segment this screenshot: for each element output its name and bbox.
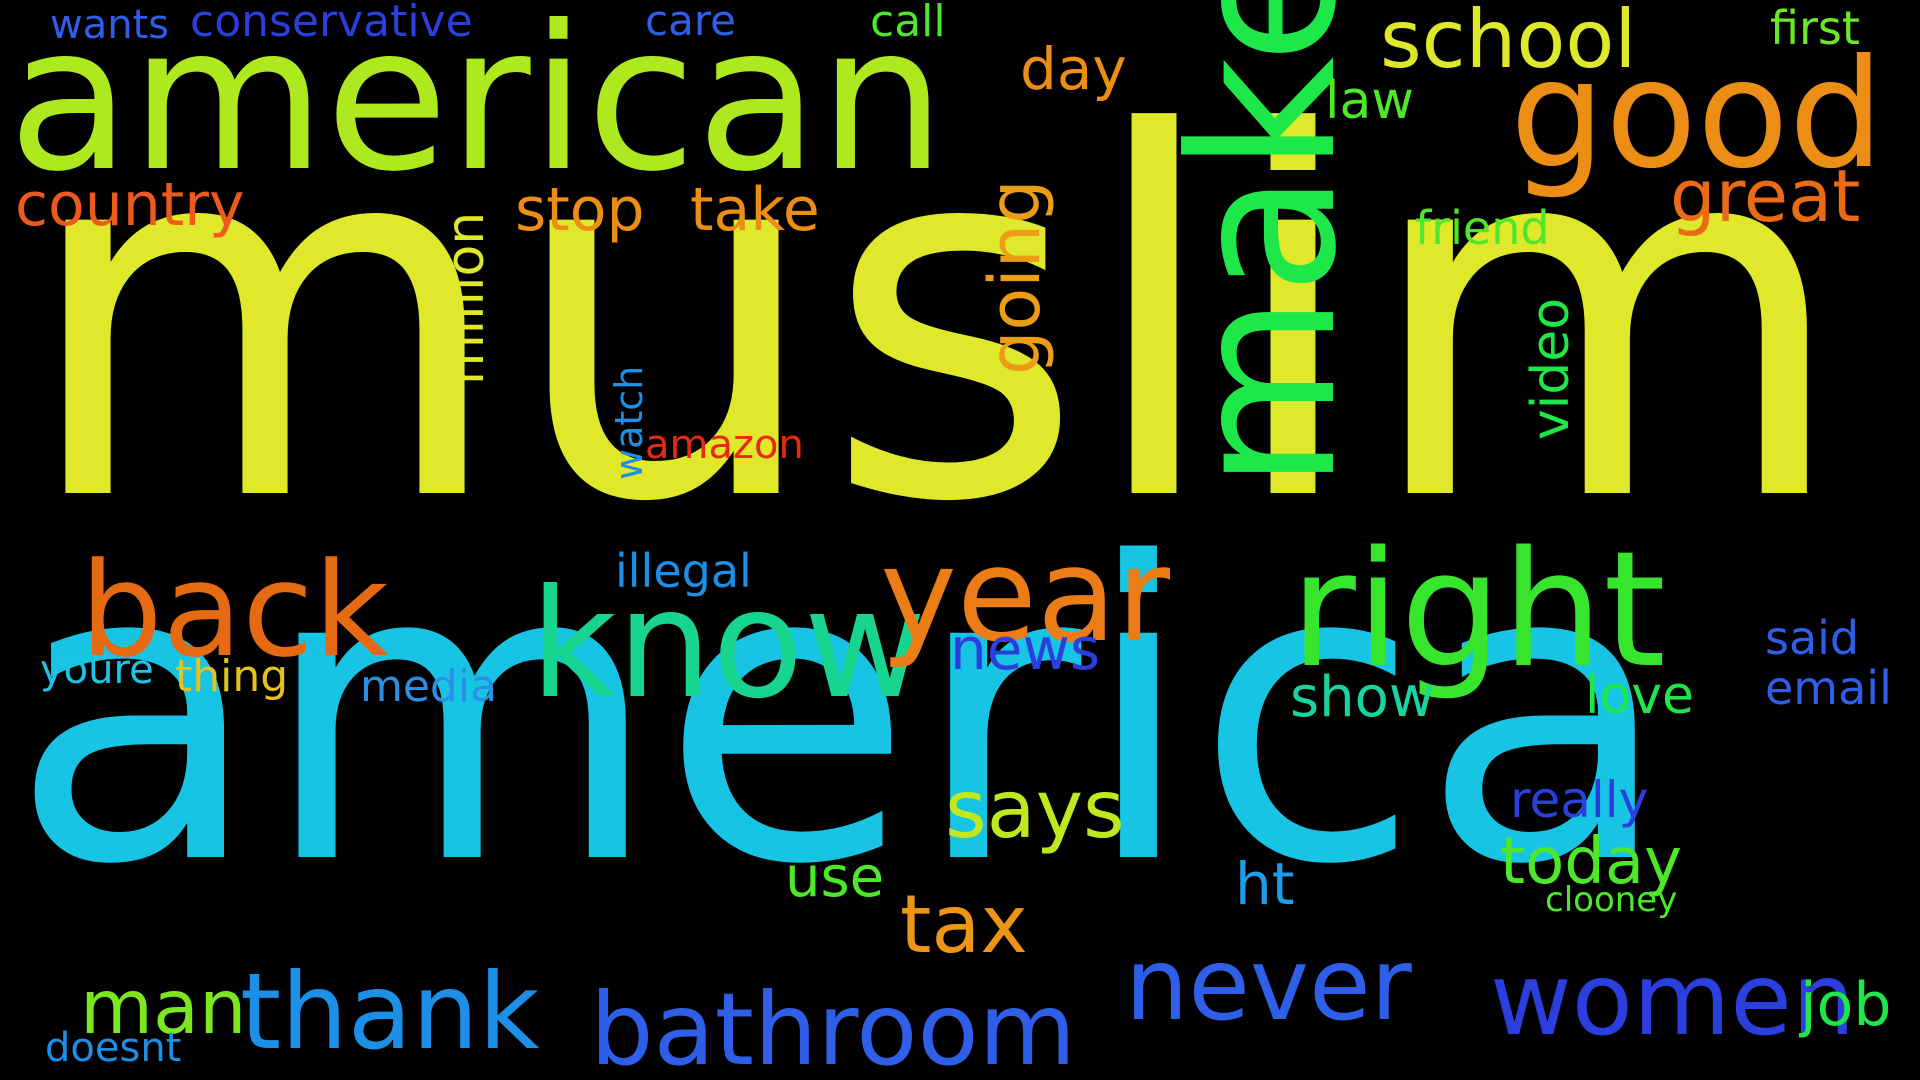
- cloud-word: doesnt: [45, 1025, 182, 1071]
- cloud-word: thank: [240, 951, 540, 1073]
- cloud-word: law: [1325, 71, 1414, 131]
- cloud-word: says: [945, 763, 1125, 856]
- cloud-word: great: [1670, 154, 1861, 238]
- cloud-word: stop: [515, 175, 645, 245]
- cloud-word: use: [785, 845, 885, 910]
- cloud-word: good: [1510, 28, 1884, 202]
- cloud-word: year: [880, 519, 1171, 671]
- cloud-word: video: [1521, 297, 1581, 440]
- cloud-word: thing: [175, 651, 289, 702]
- cloud-word: clooney: [1545, 880, 1678, 920]
- cloud-word: call: [870, 0, 946, 47]
- cloud-word: wants: [50, 2, 170, 48]
- cloud-word: first: [1770, 1, 1860, 55]
- cloud-word: show: [1290, 665, 1435, 730]
- cloud-word: youre: [40, 647, 154, 693]
- cloud-word: never: [1125, 926, 1412, 1043]
- cloud-word: ht: [1235, 850, 1295, 918]
- cloud-word: tax: [900, 878, 1028, 971]
- cloud-word: know: [530, 558, 927, 732]
- cloud-word: back: [80, 534, 389, 686]
- cloud-word: really: [1510, 771, 1649, 829]
- cloud-word: man: [80, 963, 247, 1051]
- cloud-word: friend: [1415, 201, 1550, 255]
- cloud-word: american: [8, 0, 946, 216]
- cloud-word: news: [950, 615, 1101, 683]
- cloud-word: school: [1380, 0, 1637, 86]
- cloud-word: muslim: [20, 29, 1850, 611]
- cloud-word: america: [10, 476, 1673, 954]
- cloud-word: today: [1500, 825, 1682, 899]
- cloud-word: million: [436, 211, 496, 385]
- cloud-word: right: [1290, 516, 1666, 703]
- cloud-word: conservative: [190, 0, 473, 47]
- cloud-word: job: [1800, 970, 1892, 1040]
- cloud-word: day: [1020, 35, 1127, 103]
- cloud-word: said: [1765, 611, 1860, 665]
- cloud-word: care: [645, 0, 737, 45]
- cloud-word: watch: [607, 365, 651, 480]
- cloud-word: love: [1585, 666, 1695, 726]
- cloud-word: illegal: [615, 544, 752, 598]
- cloud-word: media: [360, 661, 498, 712]
- cloud-word: take: [690, 175, 820, 245]
- cloud-word: country: [15, 170, 245, 240]
- cloud-word: bathroom: [590, 971, 1077, 1080]
- cloud-word: women: [1490, 941, 1856, 1058]
- cloud-word: email: [1765, 661, 1892, 715]
- cloud-word: amazon: [645, 422, 804, 468]
- cloud-word: going: [974, 179, 1056, 375]
